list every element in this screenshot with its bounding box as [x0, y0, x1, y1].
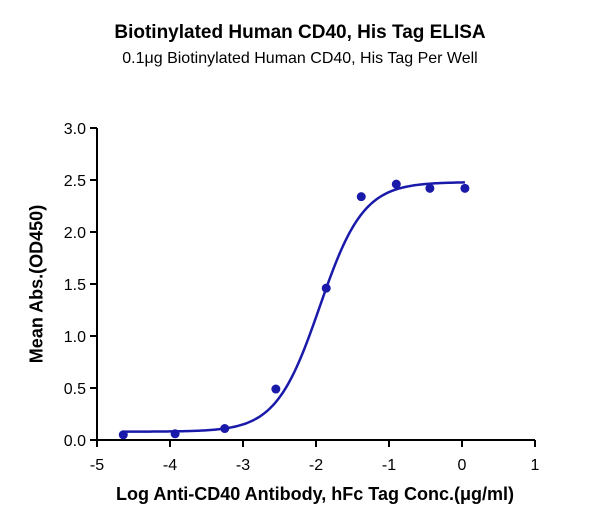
y-tick-label: 2.0 [64, 225, 86, 242]
x-tick-label: 1 [531, 457, 540, 474]
x-tick-label: -4 [163, 457, 177, 474]
chart-subtitle: 0.1μg Biotinylated Human CD40, His Tag P… [122, 50, 478, 67]
x-axis-label: Log Anti-CD40 Antibody, hFc Tag Conc.(μg… [116, 484, 514, 504]
x-tick-label: -2 [309, 457, 323, 474]
data-point [460, 183, 470, 193]
y-tick-label: 0.5 [64, 381, 86, 398]
x-tick-label: -5 [90, 457, 104, 474]
chart-title: Biotinylated Human CD40, His Tag ELISA [114, 22, 486, 43]
data-point [425, 183, 435, 193]
fit-curve [123, 181, 465, 433]
data-point [118, 430, 128, 440]
y-tick-label: 1.5 [64, 277, 86, 294]
data-point [356, 192, 366, 202]
y-tick-label: 0.0 [64, 433, 86, 450]
data-point [170, 429, 180, 439]
y-tick-label: 3.0 [64, 121, 86, 138]
x-tick-label: 0 [458, 457, 467, 474]
y-tick-label: 2.5 [64, 173, 86, 190]
data-point [271, 384, 281, 394]
data-points [118, 179, 470, 440]
y-tick-label: 1.0 [64, 329, 86, 346]
x-tick-label: -3 [236, 457, 250, 474]
axes: -5 -4 -3 -2 -1 0 1 0.0 0.5 1.0 1.5 2.0 2.5 3.0 [64, 121, 540, 474]
data-point [321, 283, 331, 293]
data-point [220, 424, 230, 434]
data-point [391, 179, 401, 189]
x-tick-label: -1 [382, 457, 396, 474]
